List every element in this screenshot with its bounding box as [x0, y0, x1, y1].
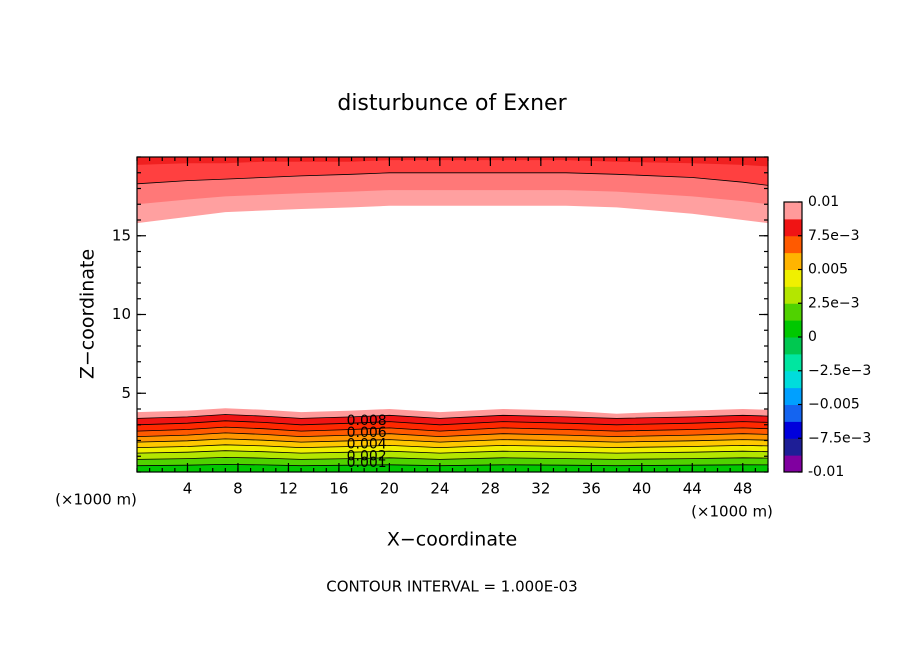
- colorbar-segment: [784, 252, 802, 270]
- colorbar-tick-label: −0.005: [808, 397, 860, 413]
- y-tick-label: 10: [112, 305, 131, 323]
- colorbar-tick-label: 7.5e−3: [808, 228, 860, 244]
- colorbar-segment: [784, 387, 802, 405]
- colorbar-tick-label: 0: [808, 329, 817, 345]
- colorbar-segment: [784, 202, 802, 220]
- colorbar-tick-label: -0.01: [808, 464, 844, 480]
- colorbar-segment: [784, 320, 802, 338]
- x-tick-label: 20: [380, 480, 399, 498]
- colorbar-tick-label: 0.01: [808, 194, 839, 210]
- colorbar-segment: [784, 404, 802, 422]
- contour-line: [136, 456, 769, 460]
- colorbar-segment: [784, 218, 802, 237]
- x-tick-label: 44: [683, 480, 702, 498]
- contour-line: [136, 450, 769, 454]
- colorbar-segment: [784, 235, 802, 254]
- x-tick-label: 40: [632, 480, 651, 498]
- colorbar-segment: [784, 421, 802, 439]
- x-tick-label: 4: [183, 480, 193, 498]
- footer: CONTOUR INTERVAL = 1.000E-03: [326, 578, 577, 596]
- colorbar-tick-label: 0.005: [808, 262, 848, 278]
- x-axis-title: X−coordinate: [387, 529, 517, 551]
- contour-line: [136, 426, 769, 432]
- contour-label: 0.002: [347, 449, 387, 465]
- contour-line: [136, 463, 769, 467]
- x-tick-label: 48: [733, 480, 752, 498]
- colorbar-segment: [784, 455, 802, 473]
- colorbar-tick-label: −2.5e−3: [808, 363, 871, 379]
- contour-line: [136, 414, 769, 419]
- chart-title: disturbunce of Exner: [337, 91, 567, 116]
- colorbar-segment: [784, 303, 802, 321]
- contour-fill: [137, 157, 768, 167]
- colorbar-segment: [784, 286, 802, 304]
- colorbar-segment: [784, 370, 802, 389]
- y-tick-label: 5: [121, 384, 131, 402]
- x-unit: (×1000 m): [691, 503, 773, 521]
- contour-line: [136, 432, 769, 438]
- contour-line: [136, 444, 769, 449]
- y-unit: (×1000 m): [55, 491, 137, 509]
- x-tick-label: 16: [329, 480, 348, 498]
- x-tick-label: 8: [233, 480, 243, 498]
- y-axis-title: Z−coordinate: [77, 249, 99, 379]
- contour-fill: [137, 157, 768, 186]
- colorbar-segment: [784, 269, 802, 287]
- contour-label: 0.008: [347, 413, 387, 429]
- x-tick-label: 36: [582, 480, 601, 498]
- colorbar-segment: [784, 438, 802, 456]
- contour-label: 0.004: [347, 436, 387, 452]
- colorbar-tick-label: −7.5e−3: [808, 430, 871, 446]
- x-tick-label: 12: [279, 480, 298, 498]
- colorbar-segment: [784, 337, 802, 355]
- contour-line: [136, 420, 769, 426]
- y-tick-label: 15: [112, 226, 131, 244]
- contour-line: [136, 438, 769, 443]
- x-tick-label: 24: [430, 480, 449, 498]
- contour-label: 0.001: [347, 455, 387, 471]
- colorbar-segment: [784, 353, 802, 372]
- x-tick-label: 32: [531, 480, 550, 498]
- contour-line: [136, 172, 769, 186]
- contour-label: 0.006: [347, 425, 387, 441]
- colorbar-tick-label: 2.5e−3: [808, 295, 860, 311]
- x-tick-label: 28: [481, 480, 500, 498]
